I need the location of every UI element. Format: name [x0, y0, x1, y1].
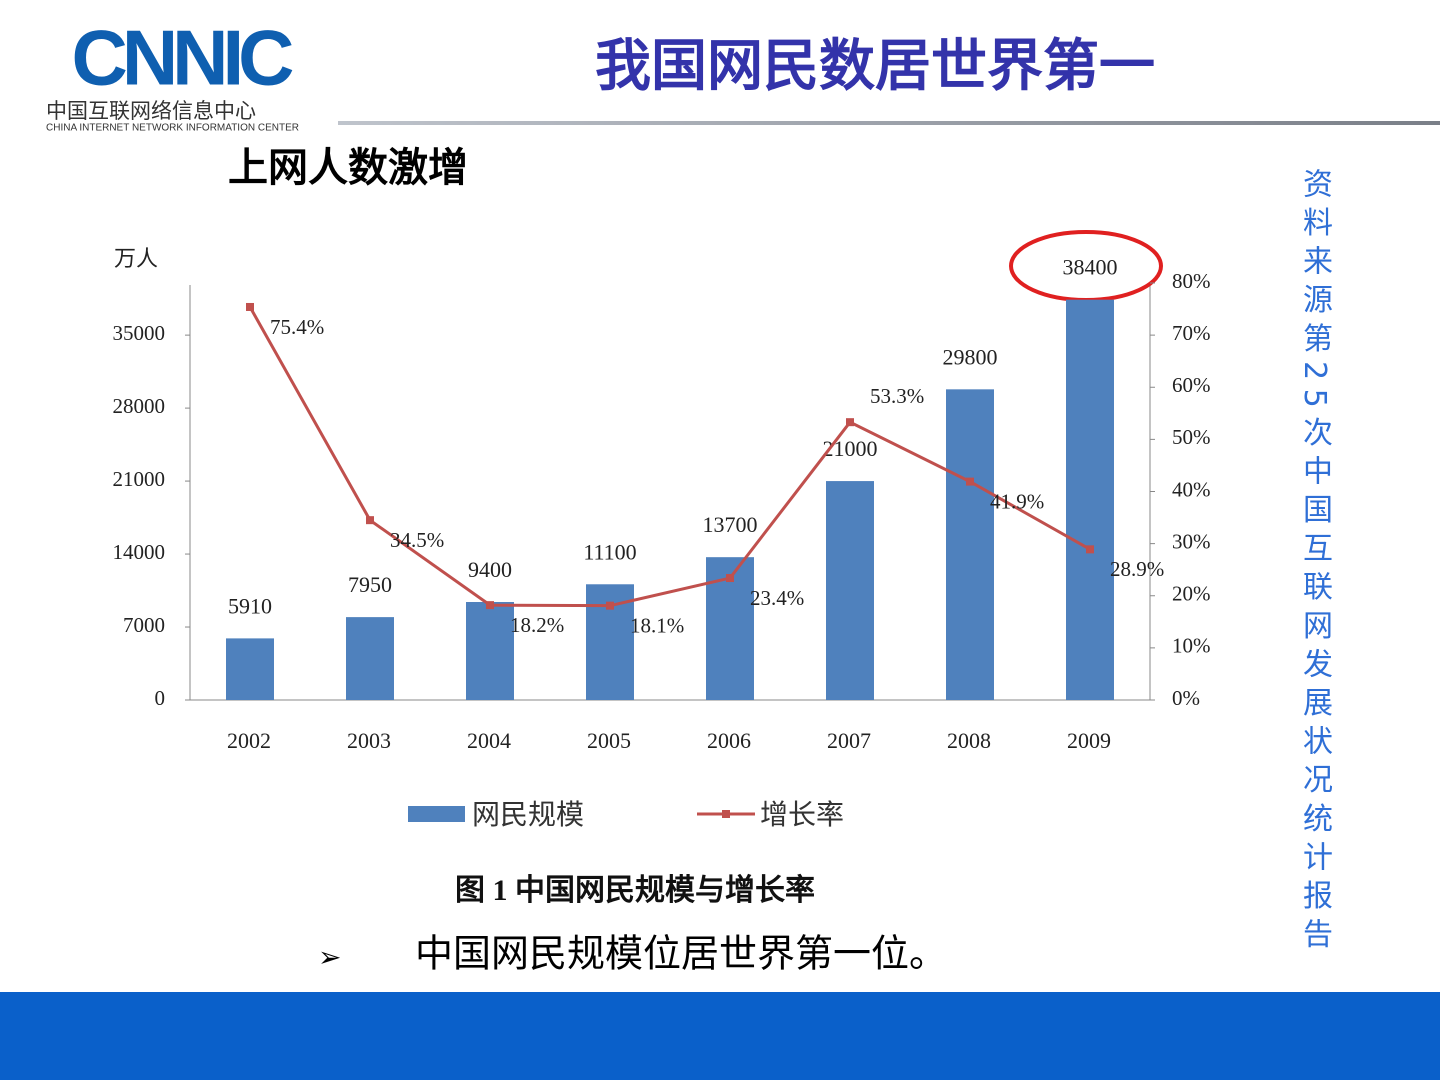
line-marker [846, 418, 854, 427]
y-axis-label: 万人 [114, 246, 158, 271]
bar-value-label: 11100 [583, 539, 636, 564]
x-tick-label: 2009 [1067, 728, 1111, 753]
line-value-label: 18.1% [630, 613, 684, 637]
line-marker [606, 601, 614, 610]
slide-title: 我国网民数居世界第一 [595, 36, 1155, 98]
line-value-label: 53.3% [870, 384, 924, 408]
line-marker [246, 302, 254, 311]
bar-value-label: 21000 [823, 436, 878, 461]
line-marker [486, 601, 494, 610]
x-tick-label: 2003 [347, 728, 391, 753]
line-value-label: 28.9% [1110, 557, 1164, 581]
logo: CNNIC [72, 14, 294, 102]
x-tick-label: 2005 [587, 728, 631, 753]
line-marker [1086, 545, 1094, 554]
line-value-label: 34.5% [390, 528, 444, 552]
bar-value-label: 9400 [468, 557, 512, 582]
line-value-label: 75.4% [270, 315, 324, 339]
y2-tick-label: 60% [1172, 373, 1211, 397]
y-tick-label: 28000 [113, 394, 166, 418]
bar [946, 389, 994, 700]
y2-tick-label: 40% [1172, 477, 1211, 501]
legend-label: 网民规模 [472, 798, 584, 831]
org-cn: 中国互联网络信息中心 [46, 99, 256, 123]
line-value-label: 41.9% [990, 489, 1044, 513]
bar-value-label: 38400 [1063, 255, 1118, 280]
legend-marker [722, 810, 730, 818]
bar [1066, 299, 1114, 700]
line-value-label: 18.2% [510, 613, 564, 637]
legend-label: 增长率 [760, 798, 844, 831]
bar-value-label: 13700 [703, 512, 758, 537]
bar [346, 617, 394, 700]
y2-tick-label: 80% [1172, 269, 1211, 293]
x-tick-label: 2007 [827, 728, 871, 753]
y-tick-label: 7000 [123, 613, 165, 637]
legend-swatch [408, 806, 465, 822]
y2-tick-label: 20% [1172, 582, 1211, 606]
bar [826, 481, 874, 700]
source-note: 资料来源第25次中国互联网发展状况统计报告 [1297, 168, 1332, 957]
line-marker [966, 477, 974, 486]
y-tick-label: 14000 [113, 540, 166, 564]
line-marker [726, 574, 734, 583]
bullet-text: 中国网民规模位居世界第一位。 [415, 934, 947, 976]
y2-tick-label: 10% [1172, 634, 1211, 658]
bar [466, 602, 514, 700]
y2-tick-label: 0% [1172, 686, 1200, 710]
y-tick-label: 21000 [113, 467, 166, 491]
bullet-marker: ➢ [318, 942, 341, 973]
line-marker [366, 516, 374, 525]
growth-line [248, 306, 1091, 608]
line-value-label: 23.4% [750, 586, 804, 610]
y-tick-label: 0 [155, 686, 166, 710]
bar-value-label: 5910 [228, 593, 272, 618]
bar-value-label: 7950 [348, 572, 392, 597]
bar [226, 638, 274, 700]
y-tick-label: 35000 [113, 321, 166, 345]
subtitle: 上网人数激增 [228, 145, 468, 190]
x-tick-label: 2006 [707, 728, 751, 753]
bar-value-label: 29800 [943, 344, 998, 369]
org-en: CHINA INTERNET NETWORK INFORMATION CENTE… [46, 123, 299, 134]
x-tick-label: 2002 [227, 728, 271, 753]
y2-tick-label: 70% [1172, 321, 1211, 345]
x-tick-label: 2008 [947, 728, 991, 753]
x-tick-label: 2004 [467, 728, 511, 753]
header-rule [338, 121, 1440, 125]
footer-band [0, 992, 1440, 1080]
y2-tick-label: 30% [1172, 529, 1211, 553]
chart-caption: 图 1 中国网民规模与增长率 [455, 874, 815, 907]
y2-tick-label: 50% [1172, 425, 1211, 449]
